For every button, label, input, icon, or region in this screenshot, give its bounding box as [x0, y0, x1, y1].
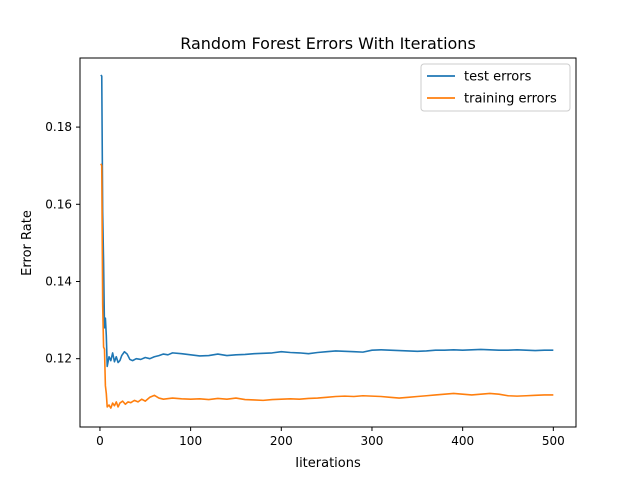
y-axis: 0.12 0.14 0.16 0.18: [45, 120, 80, 366]
x-tick-label: 100: [179, 434, 202, 448]
y-tick-label: 0.18: [45, 120, 72, 134]
chart-title: Random Forest Errors With Iterations: [180, 34, 476, 53]
axes-frame: [79, 57, 577, 428]
x-tick-label: 300: [361, 434, 384, 448]
x-tick-label: 400: [451, 434, 474, 448]
x-tick-label: 200: [270, 434, 293, 448]
x-tick-label: 500: [542, 434, 565, 448]
legend: test errors training errors: [420, 63, 571, 112]
x-axis: 0 100 200 300 400 500: [96, 427, 565, 448]
legend-box: [420, 63, 571, 112]
y-tick-label: 0.14: [45, 274, 72, 288]
y-axis-label: Error Rate: [20, 210, 35, 276]
y-tick-label: 0.16: [45, 197, 72, 211]
series-line-test-errors: [100, 74, 554, 368]
plot-area: [79, 57, 577, 428]
x-axis-label: Iiterations: [295, 456, 361, 471]
legend-label: training errors: [464, 92, 557, 107]
x-tick-label: 0: [96, 434, 104, 448]
series-line-training-errors: [100, 163, 554, 409]
legend-label: test errors: [464, 70, 532, 85]
y-tick-label: 0.12: [45, 352, 72, 366]
